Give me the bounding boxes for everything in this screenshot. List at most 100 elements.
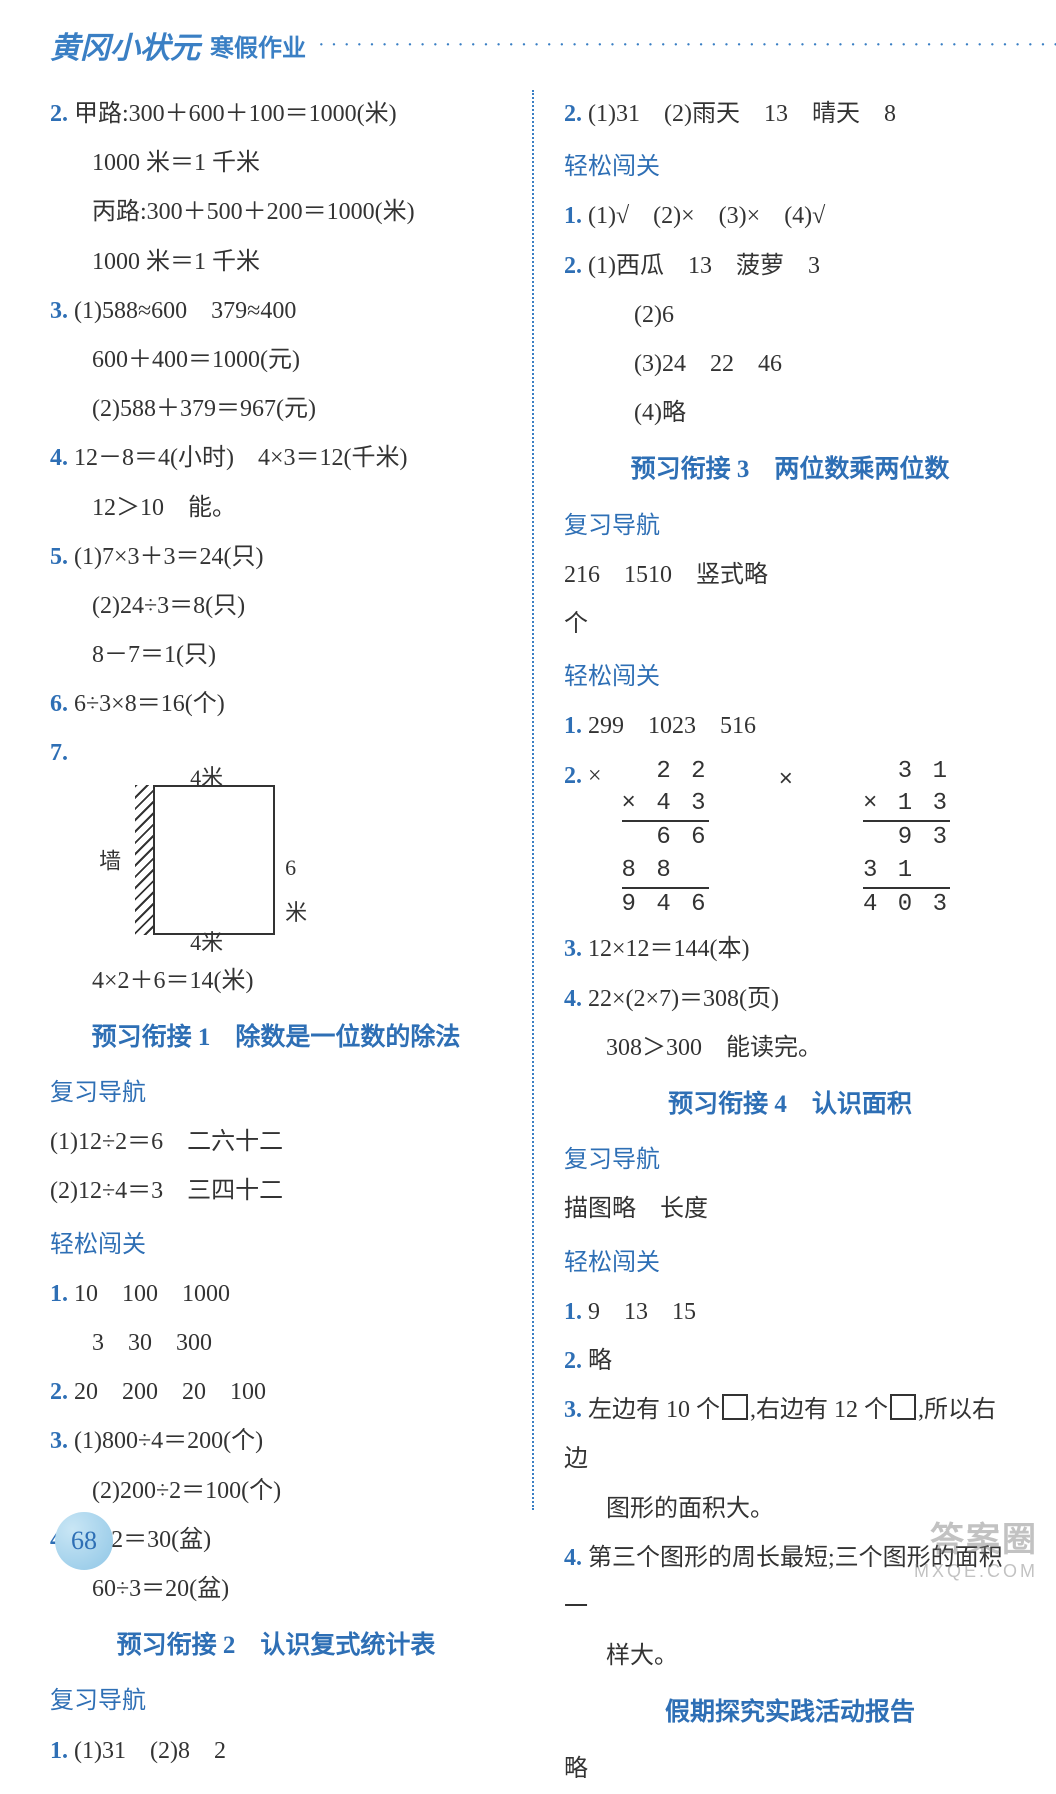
header-dots: ········································… <box>318 34 1056 57</box>
q7-top-label: 4米 <box>190 755 223 800</box>
q3-l2: 600＋400＝1000(元) <box>50 336 502 385</box>
rc1-l1: 9 13 15 <box>588 1299 696 1325</box>
sec1-l2: (2)12÷4＝3 三四十二 <box>50 1167 502 1216</box>
q6-l1: 6÷3×8＝16(个) <box>74 691 225 717</box>
sec1-easy: 轻松闯关 <box>50 1221 502 1270</box>
rc3-l1a: 左边有 10 个 <box>588 1397 720 1423</box>
re2-l1: (1)西瓜 13 菠萝 3 <box>588 253 820 279</box>
e2-label: 2. <box>50 1379 68 1405</box>
mult-2: 3 1 × 1 3 9 3 3 1 4 0 3 <box>863 756 950 922</box>
rb3-l1: 12×12＝144(本) <box>588 936 750 962</box>
r-easy2: 轻松闯关 <box>564 653 1016 702</box>
r1-l1: (1)31 (2)雨天 13 晴天 8 <box>588 101 896 127</box>
q2-l4: 1000 米＝1 千米 <box>50 238 502 287</box>
s2-l1: (1)31 (2)8 2 <box>74 1738 226 1764</box>
re1-l1: (1)√ (2)× (3)× (4)√ <box>588 203 825 229</box>
watermark-line2: MXQE.COM <box>914 1561 1038 1582</box>
content-area: 2. 甲路:300＋600＋100＝1000(米) 1000 米＝1 千米 丙路… <box>0 90 1056 1510</box>
re1-label: 1. <box>564 203 582 229</box>
rb1-label: 1. <box>564 713 582 739</box>
s3-l1: 216 1510 竖式略 <box>564 551 1016 600</box>
q7-rect <box>155 785 275 935</box>
sec3-title: 预习衔接 3 两位数乘两位数 <box>564 444 1016 495</box>
q7-right-label: 6米 <box>285 845 307 935</box>
header-decor: 黄冈小状元 <box>50 23 200 67</box>
q5-l2: (2)24÷3＝8(只) <box>50 582 502 631</box>
q2-l2: 1000 米＝1 千米 <box>50 139 502 188</box>
q4-label: 4. <box>50 445 68 471</box>
left-column: 2. 甲路:300＋600＋100＝1000(米) 1000 米＝1 千米 丙路… <box>50 90 532 1510</box>
mult-prefix-2: × <box>779 756 793 922</box>
re2-l3: (3)24 22 46 <box>564 340 1016 389</box>
q5-l1: (1)7×3＋3＝24(只) <box>74 544 264 570</box>
e3-l2: (2)200÷2＝100(个) <box>50 1467 502 1516</box>
mult-prefix-1: × <box>588 752 602 801</box>
q2-l1: 甲路:300＋600＋100＝1000(米) <box>74 101 397 127</box>
e3-label: 3. <box>50 1428 68 1454</box>
right-column: 2. (1)31 (2)雨天 13 晴天 8 轻松闯关 1. (1)√ (2)×… <box>534 90 1016 1510</box>
s5-l1: 略 <box>564 1745 1016 1794</box>
e1-l2: 3 30 300 <box>50 1319 502 1368</box>
rc2-l1: 略 <box>588 1348 612 1374</box>
q3-l1: (1)588≈600 379≈400 <box>74 298 296 324</box>
mult-row: 2 2 × 4 3 6 6 8 8 9 4 6 × 3 1 × 1 3 9 3 … <box>622 756 950 922</box>
q7-bottom-label: 4米 <box>190 920 223 965</box>
re2-l2: (2)6 <box>564 291 1016 340</box>
s3-l2: 个 <box>564 600 1016 649</box>
re2-l4: (4)略 <box>564 389 1016 438</box>
rb1-l1: 299 1023 516 <box>588 713 756 739</box>
rb4-label: 4. <box>564 986 582 1012</box>
q4-l1: 12－8＝4(小时) 4×3＝12(千米) <box>74 445 408 471</box>
re2-label: 2. <box>564 253 582 279</box>
q7-wall-hatch <box>135 785 155 935</box>
e4-l2: 60÷3＝20(盆) <box>50 1565 502 1614</box>
e3-l1: (1)800÷4＝200(个) <box>74 1428 263 1454</box>
r-easy3: 轻松闯关 <box>564 1239 1016 1288</box>
q5-label: 5. <box>50 544 68 570</box>
q7-calc: 4×2＋6＝14(米) <box>50 957 502 1006</box>
mult-1: 2 2 × 4 3 6 6 8 8 9 4 6 <box>622 756 709 922</box>
rc3-l1b: ,右边有 12 个 <box>750 1397 888 1423</box>
rb4-l1: 22×(2×7)＝308(页) <box>588 986 779 1012</box>
rc4-label: 4. <box>564 1545 582 1571</box>
q4-l2: 12＞10 能。 <box>50 484 502 533</box>
q7-rect-wrap: 4米 6米 4米 <box>155 785 275 935</box>
sec4-title: 预习衔接 4 认识面积 <box>564 1079 1016 1130</box>
watermark-line1: 答案圈 <box>914 1512 1038 1561</box>
header-title: 寒假作业 <box>210 28 306 63</box>
rb2-label: 2. <box>564 752 582 801</box>
page-header: 黄冈小状元 寒假作业 ·····························… <box>0 0 1056 90</box>
page-number-badge: 68 <box>55 1512 113 1570</box>
q7-label: 7. <box>50 740 68 766</box>
q3-label: 3. <box>50 298 68 324</box>
sec3-sub: 复习导航 <box>564 502 1016 551</box>
s2-label: 1. <box>50 1738 68 1764</box>
sec1-l1: (1)12÷2＝6 二六十二 <box>50 1118 502 1167</box>
watermark: 答案圈 MXQE.COM <box>914 1512 1038 1582</box>
sec5-title: 假期探究实践活动报告 <box>564 1687 1016 1738</box>
sec4-sub: 复习导航 <box>564 1136 1016 1185</box>
e1-l1: 10 100 1000 <box>74 1281 230 1307</box>
q5-l3: 8－7＝1(只) <box>50 631 502 680</box>
r1-label: 2. <box>564 101 582 127</box>
q2-label: 2. <box>50 101 68 127</box>
sec1-title: 预习衔接 1 除数是一位数的除法 <box>50 1012 502 1063</box>
rb3-label: 3. <box>564 936 582 962</box>
rc2-label: 2. <box>564 1348 582 1374</box>
q7-diagram: 墙 4米 6米 4米 <box>86 785 502 935</box>
sec2-title: 预习衔接 2 认识复式统计表 <box>50 1620 502 1671</box>
rc4-l2: 样大。 <box>564 1632 1016 1681</box>
square-icon <box>722 1394 748 1420</box>
rb4-l2: 308＞300 能读完。 <box>564 1024 1016 1073</box>
q2-l3: 丙路:300＋500＋200＝1000(米) <box>50 188 502 237</box>
rc1-label: 1. <box>564 1299 582 1325</box>
sec2-sub: 复习导航 <box>50 1677 502 1726</box>
s4-l1: 描图略 长度 <box>564 1185 1016 1234</box>
q6-label: 6. <box>50 691 68 717</box>
q3-l3: (2)588＋379＝967(元) <box>50 385 502 434</box>
square-icon <box>890 1394 916 1420</box>
rc3-label: 3. <box>564 1397 582 1423</box>
r-easy1: 轻松闯关 <box>564 143 1016 192</box>
e1-label: 1. <box>50 1281 68 1307</box>
e2-l1: 20 200 20 100 <box>74 1379 266 1405</box>
